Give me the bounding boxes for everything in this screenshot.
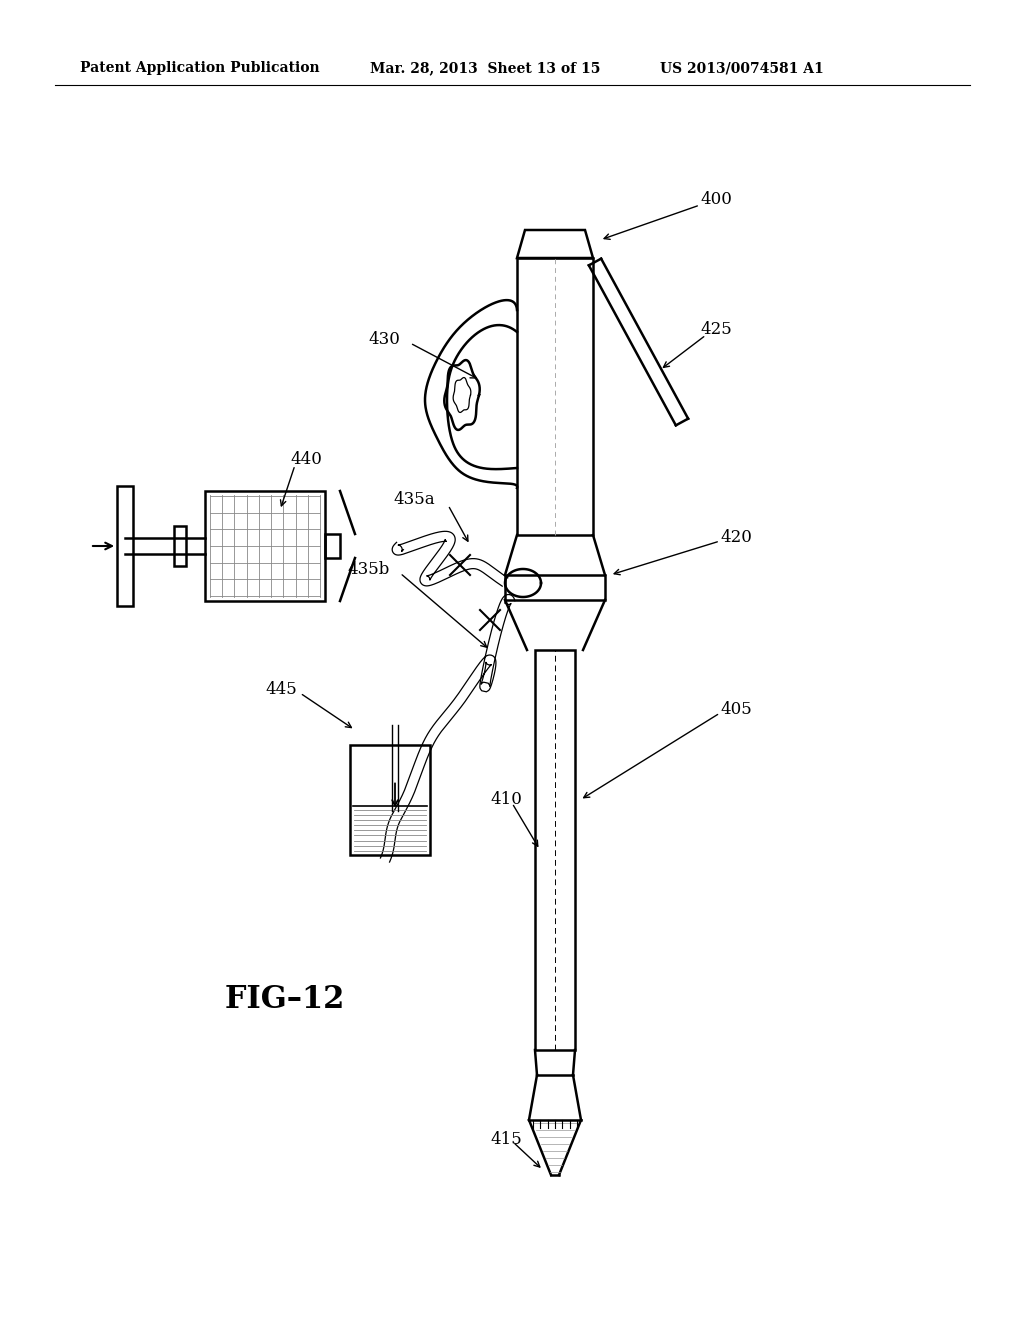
Text: 445: 445 [265,681,297,698]
Text: 425: 425 [700,322,732,338]
Text: 405: 405 [720,701,752,718]
Bar [117,486,133,606]
Text: 435b: 435b [347,561,390,578]
Text: 435a: 435a [393,491,435,508]
Text: 420: 420 [720,529,752,546]
Bar [517,257,593,535]
Bar [174,525,186,566]
Text: FIG–​12: FIG–​12 [225,985,344,1015]
Bar [535,649,575,1049]
Text: 440: 440 [290,451,322,469]
Text: 430: 430 [368,331,400,348]
Bar [350,744,430,855]
Text: 400: 400 [700,191,732,209]
Text: Patent Application Publication: Patent Application Publication [80,61,319,75]
Text: Mar. 28, 2013  Sheet 13 of 15: Mar. 28, 2013 Sheet 13 of 15 [370,61,600,75]
Text: 415: 415 [490,1131,522,1148]
Text: US 2013/0074581 A1: US 2013/0074581 A1 [660,61,823,75]
Bar [505,576,605,601]
Bar [205,491,325,601]
Text: 410: 410 [490,792,522,808]
Bar [325,535,340,558]
